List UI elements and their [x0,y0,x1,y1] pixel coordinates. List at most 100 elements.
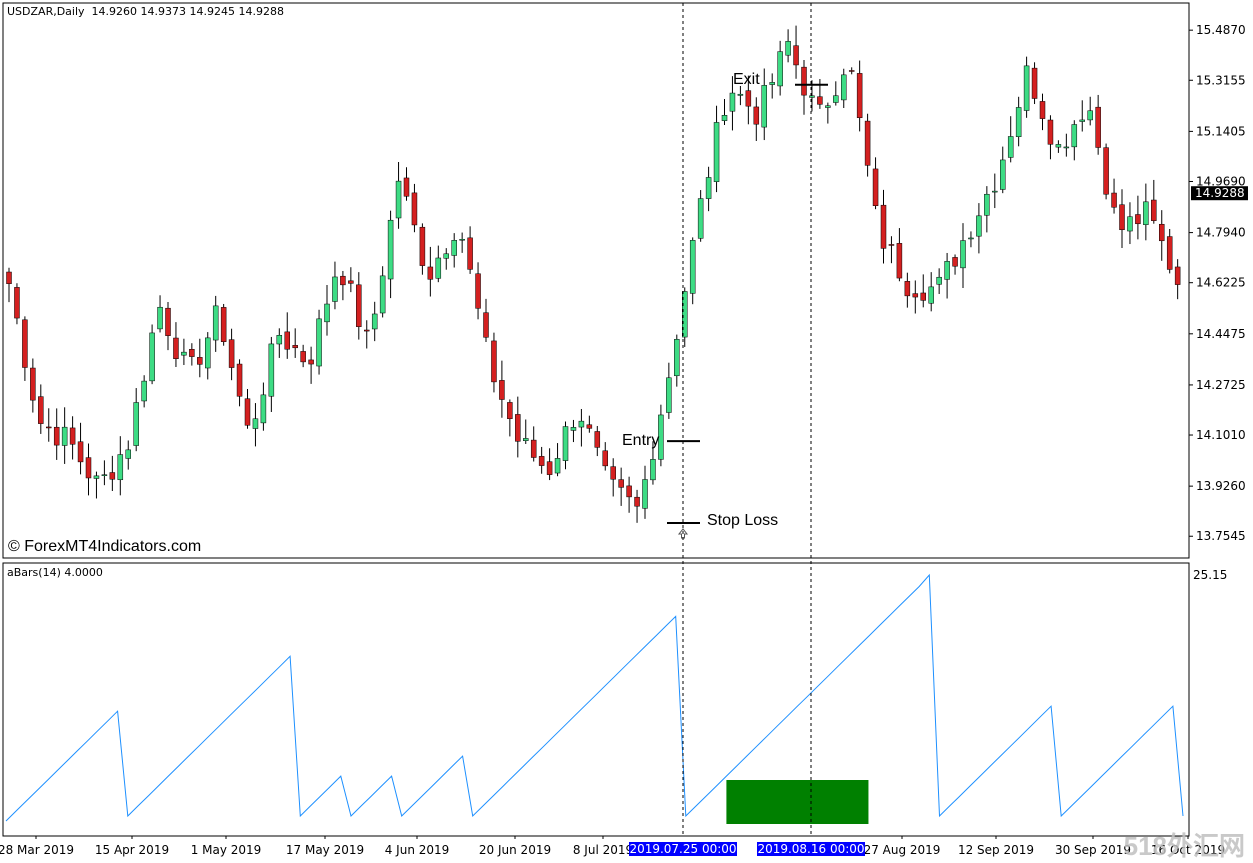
candle-bear [85,457,92,479]
candle-bull [968,237,974,240]
candle-bull [689,240,696,294]
candle-bull [658,414,664,460]
candle-bull [809,95,815,98]
candle-bear [1047,119,1054,145]
candle-bear [228,339,235,368]
candle-bull [252,418,259,429]
exit-label: Exit [733,71,760,88]
candle-bull [157,306,163,330]
candle-bear [793,45,799,66]
candle-bull [443,253,449,259]
candle-bear [912,293,919,298]
candle-bear [427,266,434,280]
candle-bear [220,307,227,342]
candle-bull [697,198,704,239]
candle-bull [650,459,656,481]
candle-bear [308,359,314,365]
candle-bear [403,177,410,197]
candle-bear [952,257,958,267]
price-tick-label: 13.9260 [1196,479,1246,493]
indicator-frame [2,562,1190,837]
x-tick-label: 27 Aug 2019 [864,843,941,857]
candle-bull [149,332,155,382]
candle-bear [896,243,903,279]
x-tick-label: 1 May 2019 [191,843,262,857]
candle-bull [936,276,942,285]
candle-bear [364,329,370,332]
price-tick-label: 14.4475 [1196,327,1246,341]
candle-bull [1063,146,1070,149]
candle-bull [833,95,839,103]
exit-date-marker: 2019.08.16 00:00 [757,842,864,856]
price-tick-label: 14.7940 [1196,226,1246,240]
indicator-label: aBars(14) 4.0000 [7,566,103,579]
candle-bear [1174,266,1181,285]
candle-bull [944,261,950,280]
x-tick-label: 16 Oct 2019 [1151,843,1225,857]
current-price-tag [1191,186,1248,201]
price-tick-label: 14.6225 [1196,276,1246,290]
candle-bear [546,461,553,475]
candle-bear [197,357,203,365]
candle-bear [189,349,195,357]
x-tick-label: 17 May 2019 [286,843,364,857]
candle-bear [284,331,290,350]
candle-bull [666,377,672,413]
candle-bear [1151,199,1157,221]
candle-bull [713,122,720,182]
candle-bull [387,219,394,280]
candle-bull [984,193,990,216]
candle-bear [880,204,887,249]
candle-bear [499,380,505,400]
watermark: © ForexMT4Indicators.com [8,538,202,555]
candle-bull [825,105,831,108]
price-tick-label: 13.7545 [1196,529,1246,543]
candle-bull [268,343,275,397]
candle-bear [920,292,926,301]
candle-bull [395,180,402,219]
candle-bull [1055,144,1062,148]
abars-line [5,573,1184,822]
candle-bull [777,51,783,87]
candle-bear [30,367,36,401]
candle-bull [181,351,187,356]
candle-bear [38,396,44,424]
candle-bear [165,307,171,336]
candle-bear [300,351,306,363]
x-tick-label: 28 Mar 2019 [0,843,74,857]
price-panel [6,25,1181,523]
candle-bull [324,303,330,323]
candle-bear [872,168,879,206]
candle-bull [674,339,680,377]
candle-bear [507,402,513,419]
candle-bull [205,337,211,369]
candle-bull [101,474,108,476]
ohlc-label: 14.9260 14.9373 14.9245 14.9288 [91,5,284,18]
candle-bull [841,74,847,101]
candle-bull [554,458,561,474]
candle-bull [761,85,767,128]
candle-bear [1166,236,1173,270]
candle-bull [785,41,791,56]
candle-bull [1015,107,1022,138]
candle-bear [515,414,521,442]
candle-bull [1143,201,1149,225]
candle-bear [419,226,426,266]
candle-bull [1087,110,1093,121]
candle-bear [586,424,593,429]
stop-loss-label: Stop Loss [707,512,778,529]
candle-bull [61,426,68,446]
candle-bear [411,192,418,226]
indicator-panel [5,573,1184,824]
signal-highlight-box [726,780,869,824]
candle-bull [1071,124,1078,148]
candle-bear [14,287,20,319]
candle-bear [634,496,640,507]
candle-bull [125,449,131,459]
entry-date-marker: 2019.07.25 00:00 [629,842,736,856]
candle-bull [379,275,386,314]
candle-bear [530,439,537,458]
candle-bull [737,93,744,96]
candle-bull [276,335,283,345]
